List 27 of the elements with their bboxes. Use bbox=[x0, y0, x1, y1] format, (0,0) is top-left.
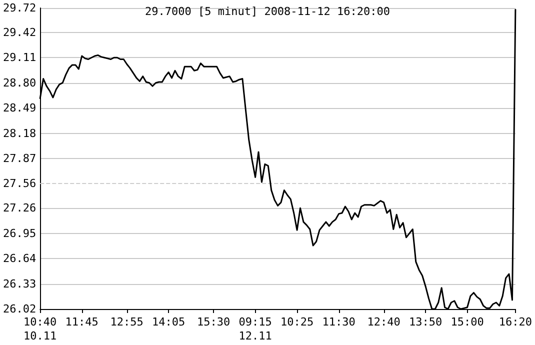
y-tick-label: 26.33 bbox=[2, 277, 36, 290]
y-tick-label: 26.02 bbox=[2, 302, 36, 316]
x-tick-label: 10:40 10.11 bbox=[24, 316, 57, 342]
y-tick-label: 28.49 bbox=[2, 102, 36, 115]
y-tick-label: 27.87 bbox=[2, 152, 36, 165]
line-series bbox=[39, 8, 516, 310]
y-tick-label: 29.42 bbox=[2, 26, 36, 39]
x-tick-label: 15:30 bbox=[196, 316, 230, 328]
x-tick-label: 12:40 bbox=[367, 316, 400, 328]
chart-title: 29.7000 [5 minut] 2008-11-12 16:20:00 bbox=[144, 5, 390, 18]
y-tick-label: 29.11 bbox=[2, 51, 36, 64]
x-tick-label: 11:30 bbox=[322, 316, 356, 328]
y-tick-label: 28.18 bbox=[2, 126, 36, 140]
y-tick-label: 27.26 bbox=[2, 202, 36, 215]
x-tick-label: 16:20 bbox=[498, 316, 532, 328]
y-tick-label: 26.95 bbox=[2, 226, 36, 240]
y-tick-label: 28.80 bbox=[2, 76, 36, 90]
x-tick-label: 12:55 bbox=[110, 316, 144, 328]
x-tick-label: 09:15 12.11 bbox=[238, 316, 272, 342]
y-tick-label: 29.72 bbox=[2, 2, 36, 14]
y-tick-label: 27.56 bbox=[2, 177, 36, 190]
x-tick-label: 10:25 bbox=[280, 316, 314, 328]
y-tick-label: 26.64 bbox=[2, 252, 36, 266]
x-tick-label: 15:00 bbox=[450, 316, 484, 328]
x-tick-label: 11:45 bbox=[65, 316, 98, 328]
x-tick-label: 14:05 bbox=[152, 316, 186, 328]
x-tick-label: 13:50 bbox=[408, 316, 442, 328]
